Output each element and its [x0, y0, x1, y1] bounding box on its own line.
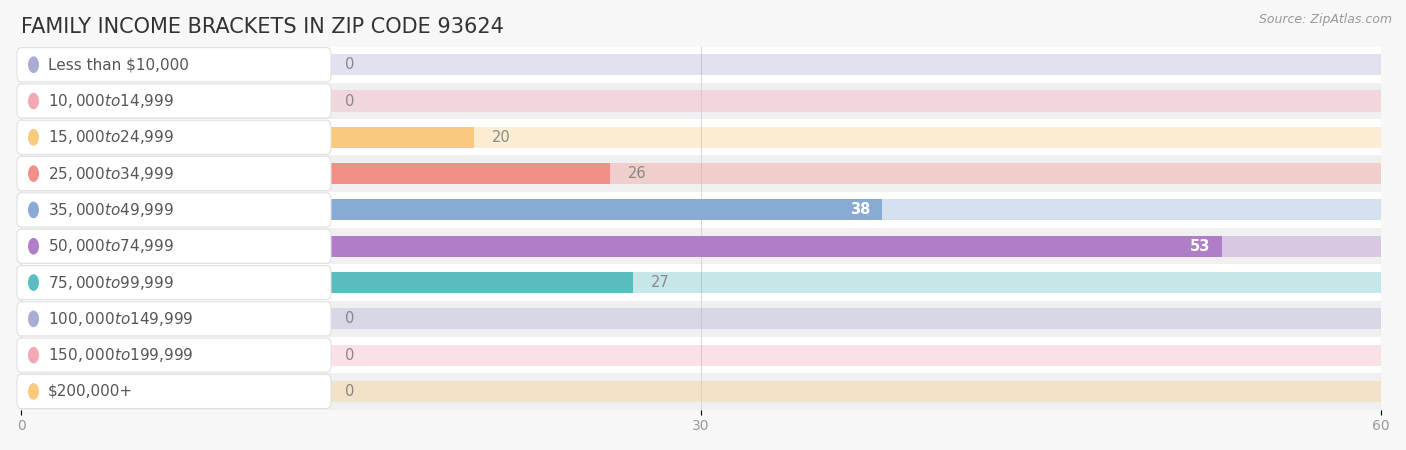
Circle shape [28, 238, 38, 254]
Bar [21, 83, 1381, 119]
Text: $200,000+: $200,000+ [48, 384, 134, 399]
Text: 53: 53 [1191, 239, 1211, 254]
FancyBboxPatch shape [17, 374, 330, 409]
Bar [21, 119, 1381, 155]
Bar [21, 236, 1381, 257]
Bar [21, 155, 1381, 192]
Text: $75,000 to $99,999: $75,000 to $99,999 [48, 274, 174, 292]
Circle shape [28, 166, 38, 181]
Bar [21, 127, 1381, 148]
Text: 38: 38 [851, 202, 870, 217]
Text: 0: 0 [344, 94, 354, 108]
Bar [21, 308, 1381, 329]
Circle shape [28, 311, 38, 326]
FancyBboxPatch shape [17, 193, 330, 227]
Circle shape [28, 202, 38, 217]
Bar [21, 272, 1381, 293]
Circle shape [28, 347, 38, 363]
FancyBboxPatch shape [17, 302, 330, 336]
Circle shape [28, 275, 38, 290]
Text: $10,000 to $14,999: $10,000 to $14,999 [48, 92, 174, 110]
FancyBboxPatch shape [17, 157, 330, 191]
Text: 0: 0 [344, 57, 354, 72]
Text: 0: 0 [344, 311, 354, 326]
Text: Source: ZipAtlas.com: Source: ZipAtlas.com [1258, 14, 1392, 27]
Circle shape [28, 130, 38, 145]
Bar [21, 374, 1381, 410]
Bar [21, 199, 1381, 220]
FancyBboxPatch shape [17, 229, 330, 263]
Text: Less than $10,000: Less than $10,000 [48, 57, 188, 72]
Bar [21, 236, 1222, 257]
Bar [21, 163, 610, 184]
Circle shape [28, 384, 38, 399]
Bar [21, 199, 882, 220]
Text: $100,000 to $149,999: $100,000 to $149,999 [48, 310, 194, 328]
Text: 27: 27 [651, 275, 669, 290]
Bar [21, 54, 1381, 75]
Bar [21, 265, 1381, 301]
FancyBboxPatch shape [17, 48, 330, 82]
Bar [21, 345, 1381, 366]
Bar [21, 46, 1381, 83]
Text: $25,000 to $34,999: $25,000 to $34,999 [48, 165, 174, 183]
Text: FAMILY INCOME BRACKETS IN ZIP CODE 93624: FAMILY INCOME BRACKETS IN ZIP CODE 93624 [21, 17, 503, 36]
Bar [21, 381, 1381, 402]
Bar [21, 163, 1381, 184]
Bar [21, 337, 1381, 374]
FancyBboxPatch shape [17, 266, 330, 300]
Text: $35,000 to $49,999: $35,000 to $49,999 [48, 201, 174, 219]
Bar [21, 90, 1381, 112]
Text: 26: 26 [628, 166, 647, 181]
Circle shape [28, 57, 38, 72]
FancyBboxPatch shape [17, 84, 330, 118]
Text: $50,000 to $74,999: $50,000 to $74,999 [48, 237, 174, 255]
Bar [21, 301, 1381, 337]
Bar [21, 192, 1381, 228]
Bar [21, 272, 633, 293]
Text: 0: 0 [344, 384, 354, 399]
FancyBboxPatch shape [17, 338, 330, 372]
Bar [21, 228, 1381, 265]
Text: $15,000 to $24,999: $15,000 to $24,999 [48, 128, 174, 146]
Bar [21, 127, 474, 148]
Text: 0: 0 [344, 348, 354, 363]
Circle shape [28, 94, 38, 108]
FancyBboxPatch shape [17, 120, 330, 154]
Text: $150,000 to $199,999: $150,000 to $199,999 [48, 346, 194, 364]
Text: 20: 20 [492, 130, 510, 145]
